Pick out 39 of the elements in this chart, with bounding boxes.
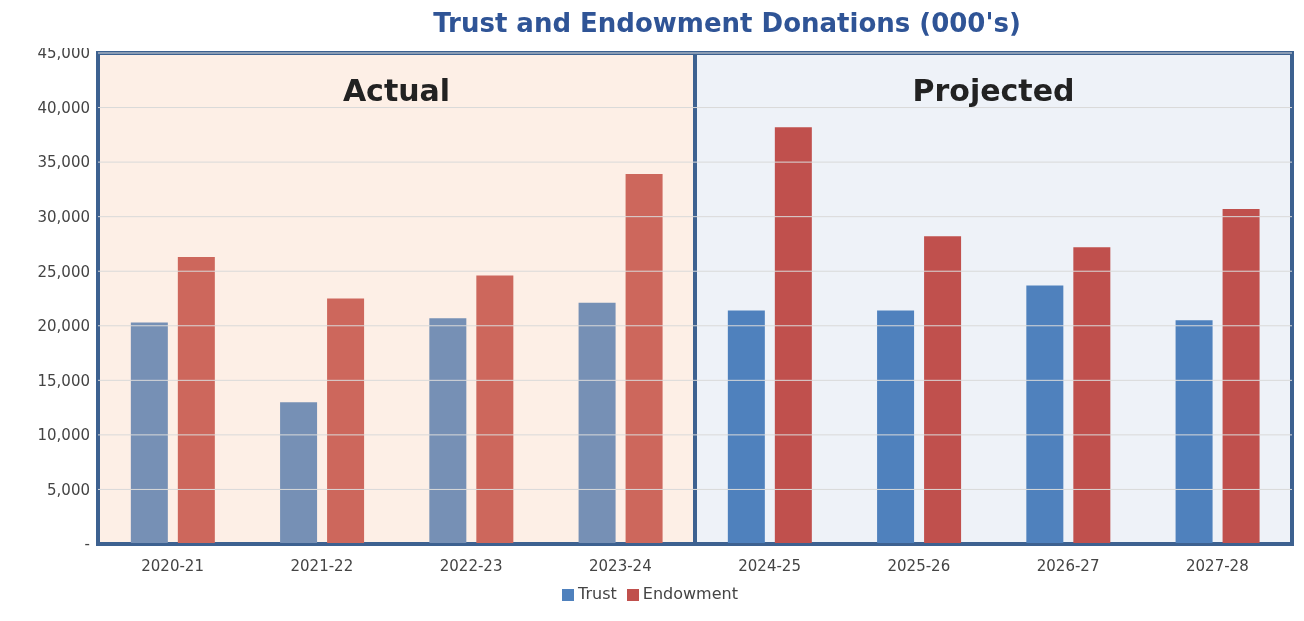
legend-label: Trust bbox=[578, 584, 617, 603]
x-tick-label: 2025-26 bbox=[887, 556, 951, 575]
x-tick-label: 2026-27 bbox=[1036, 556, 1100, 575]
y-tick-label: 35,000 bbox=[37, 153, 90, 172]
band-label: Projected bbox=[912, 73, 1075, 108]
bar bbox=[877, 310, 915, 544]
y-tick-label: 15,000 bbox=[37, 371, 90, 390]
bar bbox=[280, 402, 318, 544]
band-label: Actual bbox=[342, 73, 451, 108]
bar bbox=[924, 236, 962, 544]
y-tick-label: 30,000 bbox=[37, 207, 90, 226]
chart-title: Trust and Endowment Donations (000's) bbox=[432, 8, 1022, 38]
bar bbox=[327, 298, 365, 544]
x-tick-label: 2024-25 bbox=[738, 556, 801, 575]
bar bbox=[1222, 209, 1260, 544]
y-tick-label: 10,000 bbox=[37, 426, 90, 445]
bar bbox=[774, 127, 812, 544]
bar bbox=[727, 310, 765, 544]
y-tick-label: 45,000 bbox=[37, 44, 90, 63]
x-tick-label: 2023-24 bbox=[589, 556, 652, 575]
x-tick-label: 2027-28 bbox=[1186, 556, 1249, 575]
y-tick-label: 25,000 bbox=[37, 262, 90, 281]
bar bbox=[177, 257, 215, 544]
y-tick-label: 40,000 bbox=[37, 98, 90, 117]
bar bbox=[130, 322, 168, 544]
bar bbox=[1175, 320, 1213, 544]
bar bbox=[476, 275, 514, 544]
legend-label: Endowment bbox=[642, 584, 738, 603]
bar bbox=[429, 318, 467, 544]
x-tick-label: 2021-22 bbox=[290, 556, 354, 575]
bar bbox=[578, 302, 616, 544]
y-tick-label: 20,000 bbox=[37, 317, 90, 336]
bar bbox=[1073, 247, 1111, 544]
y-tick-label: - bbox=[84, 535, 90, 554]
bar bbox=[1026, 285, 1064, 544]
bar bbox=[625, 174, 663, 544]
x-tick-label: 2020-21 bbox=[141, 556, 204, 575]
x-tick-label: 2022-23 bbox=[439, 556, 503, 575]
y-tick-label: 5,000 bbox=[47, 480, 90, 499]
